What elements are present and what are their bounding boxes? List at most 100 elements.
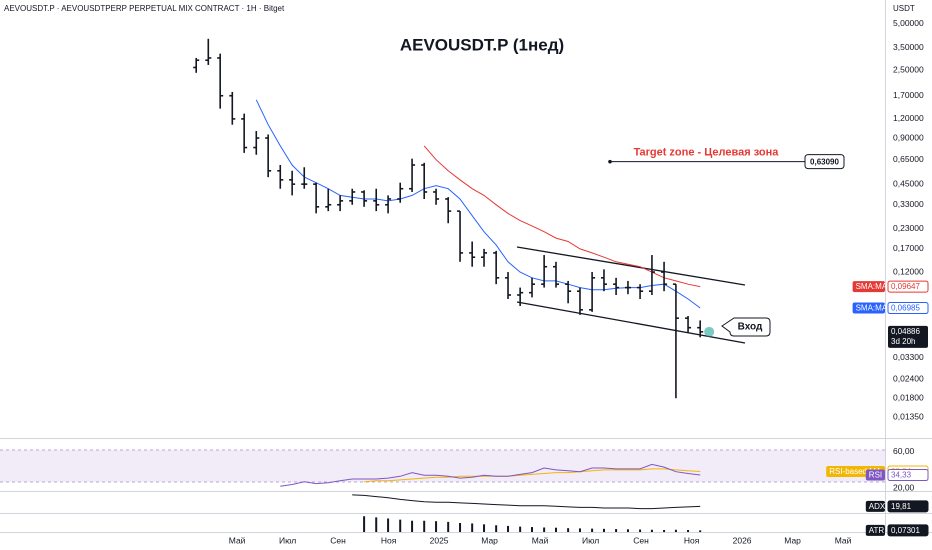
bar [626,529,629,532]
y-tick-label: 0,90000 [893,132,924,142]
x-tick-label: Ноя [381,535,397,545]
entry-callout [721,317,771,337]
bar [674,529,677,532]
bar [639,529,642,532]
x-tick-label: Май [229,535,246,545]
chart-title: AEVOUSDT.P (1нед) [400,35,564,54]
y-tick-label: 60,00 [893,446,915,456]
y-tick-label: 0,23000 [893,223,924,233]
bar [507,525,510,532]
bar [591,528,594,532]
series-tag-name-label: RSI-based MA [829,467,882,476]
x-tick-label: 2026 [733,535,752,545]
bar [531,527,534,532]
x-tick-label: Июл [582,535,599,545]
bar [578,528,581,532]
x-tick-label: Май [532,535,549,545]
y-tick-label: 3,50000 [893,42,924,52]
series-tag-name [852,302,885,314]
bar [663,529,666,532]
entry-marker [704,326,715,337]
series-tag [887,500,929,513]
countdown: 3d 20h [891,337,915,346]
series-tag-label: 19,81 [891,502,912,511]
series-tag-name [865,500,885,512]
x-tick-label: Июл [279,535,296,545]
bar [483,524,486,532]
bar [363,516,366,532]
target-anchor [608,159,612,164]
series-tag [887,469,929,482]
series-line [280,463,701,487]
series-tag-name [865,524,885,536]
bar [554,527,557,532]
y-tick-label: 2,50000 [893,64,924,74]
series-tag-name-label: SMA:MA [856,282,888,291]
last-price-tag [888,325,928,348]
y-tick-label: 0,02400 [893,373,924,383]
y-tick-label: 0,01800 [893,392,924,402]
bar [615,529,618,532]
y-tick-label: 0,01350 [893,412,924,422]
bar [423,520,426,532]
bar [567,528,570,532]
y-tick-label: 20,00 [893,482,915,492]
bar [459,523,462,532]
series-tag-name-label: RSI [869,471,882,480]
y-tick-label: 5,00000 [893,18,924,28]
last-price-label: 0,04886 [891,327,920,336]
series-tag-name-label: ADX [869,502,886,511]
series-tag-name [852,281,885,293]
bar [435,521,438,532]
y-tick-label: 0,33000 [893,199,924,209]
bar [699,530,702,532]
series-line [352,494,701,510]
target-value-box [804,154,845,170]
bar [543,527,546,532]
bar [375,517,378,532]
channel-upper [516,246,746,286]
currency: USDT [893,4,915,13]
y-tick-label: 1,20000 [893,113,924,123]
bar [650,529,653,532]
series-tag [887,280,929,293]
series-tag [887,524,929,537]
y-tick-label: 1,70000 [893,90,924,100]
series-tag-label: 0,06985 [891,304,920,313]
rsi-band [0,450,885,482]
y-tick-label: 0,17000 [893,243,924,253]
y-tick-label: 0,12000 [893,266,924,276]
series-line [423,145,701,288]
target-value: 0,63090 [810,157,839,166]
series-tag [887,302,929,315]
bar [447,521,450,532]
series-tag-label: 0,07301 [891,526,920,535]
series-tag-label: 34,33 [891,471,912,480]
x-tick-label: Сен [330,535,346,545]
bar [399,519,402,532]
x-tick-label: 2025 [430,535,449,545]
bar [495,525,498,532]
bar [519,526,522,532]
bar [602,528,605,532]
series-tag-name [865,469,885,481]
bar [411,520,414,532]
bar [387,518,390,532]
x-tick-label: Ноя [684,535,700,545]
series-tag-name-label: SMA:MA [856,304,888,313]
y-tick-label: 0,65000 [893,154,924,164]
x-tick-label: Мар [481,535,498,545]
series-tag-label: 0,09647 [891,282,920,291]
y-tick-label: 0,45000 [893,178,924,188]
series-line [364,468,701,483]
x-tick-label: Май [835,535,852,545]
bar [687,529,690,532]
bar [471,523,474,532]
x-tick-label: Сен [633,535,649,545]
target-label: Target zone - Целевая зона [634,147,780,159]
entry-label: Вход [738,322,763,333]
symbol-line: AEVOUSDT.P · AEVOUSDTPERP PERPETUAL MIX … [4,4,285,13]
x-tick-label: Мар [784,535,801,545]
y-tick-label: 0,03300 [893,352,924,362]
